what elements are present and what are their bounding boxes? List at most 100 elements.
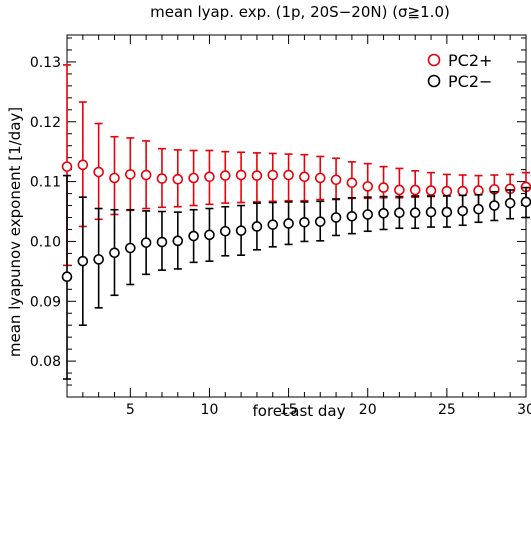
pc2-plus-marker	[299, 171, 310, 183]
x-axis-label: forecast day	[252, 402, 345, 420]
pc2-minus-point	[188, 208, 199, 264]
pc2-plus-point	[267, 152, 279, 203]
pc2-plus-marker	[235, 169, 247, 181]
pc2-plus-marker	[61, 161, 73, 172]
pc2-minus-marker	[520, 196, 531, 208]
pc2-minus-point	[125, 208, 136, 286]
pc2-minus-point	[156, 210, 168, 271]
pc2-minus-point	[425, 195, 437, 228]
pc2-plus-marker	[140, 169, 152, 181]
pc2-plus-point	[219, 150, 231, 204]
x-tick-label: 30	[517, 402, 531, 418]
pc2-minus-marker	[504, 197, 516, 209]
pc2-plus-point	[362, 162, 374, 200]
pc2-minus-marker	[109, 247, 120, 259]
pc2-minus-legend-label: PC2−	[448, 72, 492, 91]
pc2-minus-marker	[425, 206, 437, 218]
pc2-plus-marker	[409, 184, 421, 196]
pc2-minus-point	[378, 195, 389, 231]
pc2-minus-marker	[457, 205, 468, 217]
pc2-minus-point	[394, 195, 405, 230]
pc2-minus-marker	[204, 229, 215, 241]
pc2-plus-marker	[346, 177, 358, 189]
pc2-minus-point	[283, 201, 294, 246]
pc2-plus-point	[172, 149, 184, 208]
pc2-plus-marker	[125, 169, 136, 180]
pc2-plus-marker	[473, 185, 484, 196]
pc2-plus-marker	[219, 170, 231, 181]
pc2-minus-point	[299, 201, 310, 243]
pc2-minus-point	[441, 195, 453, 228]
pc2-minus-point	[489, 190, 500, 222]
pc2-minus-marker	[409, 207, 421, 219]
pc2-minus-marker	[125, 242, 136, 254]
pc2-minus-marker	[267, 219, 279, 230]
pc2-minus-marker	[283, 218, 294, 229]
pc2-plus-point	[251, 152, 263, 203]
pc2-minus-marker	[235, 225, 247, 236]
y-tick-label: 0.12	[30, 115, 61, 131]
pc2-plus-point	[156, 147, 168, 209]
pc2-minus-point	[267, 201, 279, 248]
y-tick-label: 0.11	[30, 175, 61, 191]
y-tick-label: 0.10	[30, 234, 61, 250]
pc2-plus-marker	[441, 185, 453, 197]
pc2-plus-marker	[204, 171, 215, 183]
pc2-plus-marker	[93, 166, 104, 178]
pc2-minus-legend-marker	[427, 74, 441, 88]
y-tick-label: 0.09	[30, 294, 61, 310]
pc2-minus-marker	[489, 200, 500, 211]
pc2-minus-point	[61, 174, 73, 380]
pc2-minus-marker	[93, 254, 104, 265]
pc2-plus-marker	[156, 173, 168, 184]
pc2-plus-marker	[172, 173, 184, 185]
pc2-plus-legend-label: PC2+	[448, 51, 492, 70]
x-tick-label: 5	[126, 402, 135, 418]
pc2-plus-point	[204, 149, 215, 206]
pc2-minus-marker	[314, 216, 326, 227]
legend: PC2+ PC2−	[427, 51, 492, 91]
pc2-plus-marker	[109, 172, 120, 184]
x-tick-label: 20	[359, 402, 377, 418]
pc2-plus-point	[93, 122, 104, 221]
pc2-minus-marker	[378, 208, 389, 219]
pc2-plus-marker	[425, 185, 437, 196]
pc2-minus-marker	[251, 221, 263, 232]
pc2-minus-point	[109, 208, 120, 297]
pc2-plus-marker	[314, 172, 326, 184]
data-marks	[61, 64, 531, 380]
pc2-plus-point	[394, 167, 405, 199]
y-axis-label: mean lyapunov exponent [1/day]	[6, 107, 24, 357]
x-tick-label: 25	[438, 402, 456, 418]
pc2-plus-marker	[251, 170, 263, 181]
y-tick-label: 0.08	[30, 354, 61, 370]
pc2-minus-marker	[77, 255, 89, 267]
pc2-minus-point	[457, 194, 468, 227]
pc2-plus-point	[140, 140, 152, 210]
pc2-plus-point	[235, 151, 247, 204]
pc2-minus-point	[140, 210, 152, 276]
pc2-plus-marker	[378, 182, 389, 193]
pc2-plus-point	[109, 135, 120, 216]
pc2-minus-marker	[140, 237, 152, 248]
pc2-minus-marker	[156, 236, 168, 248]
pc2-minus-point	[346, 196, 358, 235]
x-tick-label: 10	[201, 402, 219, 418]
pc2-minus-point	[409, 195, 421, 230]
pc2-minus-marker	[441, 206, 453, 218]
pc2-plus-point	[409, 170, 421, 198]
pc2-minus-point	[93, 207, 104, 309]
pc2-minus-marker	[346, 210, 358, 222]
pc2-plus-marker	[77, 159, 89, 171]
pc2-minus-marker	[473, 203, 484, 215]
pc2-minus-point	[204, 207, 215, 262]
pc2-plus-marker	[394, 184, 405, 196]
pc2-minus-point	[330, 198, 342, 237]
pc2-plus-point	[125, 137, 136, 212]
pc2-minus-point	[473, 193, 484, 224]
pc2-plus-point	[188, 149, 199, 207]
pc2-plus-marker	[457, 185, 468, 197]
x-tick-label: 15	[280, 402, 298, 418]
pc2-minus-point	[251, 202, 263, 251]
